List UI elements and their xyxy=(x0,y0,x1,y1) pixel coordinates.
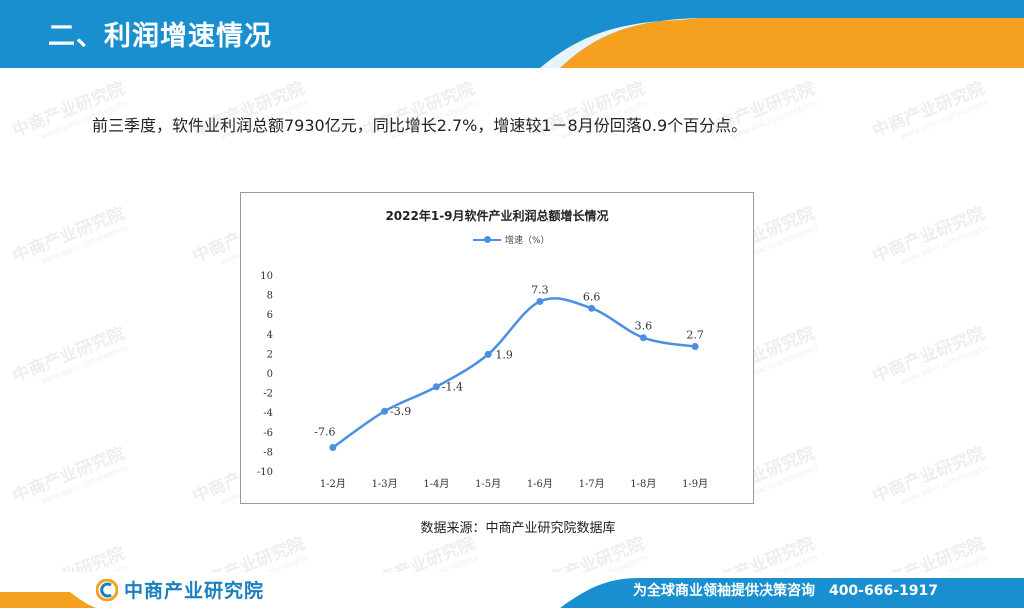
footer-logo: 中商产业研究院 xyxy=(96,576,264,603)
legend-label: 增速（%） xyxy=(505,236,550,246)
x-tick-label: 1-5月 xyxy=(475,478,501,490)
watermark-sub: www.askci.com/reports xyxy=(899,97,989,142)
watermark-sub: www.askci.com/reports xyxy=(39,342,129,387)
data-point xyxy=(432,383,440,391)
y-tick-label: 2 xyxy=(267,349,273,360)
x-tick-label: 1-8月 xyxy=(630,478,656,490)
x-tick-label: 1-4月 xyxy=(423,478,449,490)
y-tick-label: -6 xyxy=(263,428,273,439)
data-point xyxy=(639,334,647,342)
data-point xyxy=(329,443,337,451)
data-label: 1.9 xyxy=(495,348,513,361)
data-point xyxy=(484,350,492,358)
summary-text: 前三季度，软件业利润总额7930亿元，同比增长2.7%，增速较1－8月份回落0.… xyxy=(92,116,748,135)
watermark-text: 中商产业研究院 xyxy=(869,203,988,267)
x-tick-label: 1-7月 xyxy=(579,478,605,490)
watermark-sub: www.askci.com/reports xyxy=(899,342,989,387)
chart-title: 2022年1-9月软件产业利润总额增长情况 xyxy=(385,209,609,223)
watermark-text: 中商产业研究院 xyxy=(9,443,128,507)
x-tick-label: 1-6月 xyxy=(527,478,553,490)
watermark-text: 中商产业研究院 xyxy=(869,78,988,142)
source-note: 数据来源：中商产业研究院数据库 xyxy=(420,521,616,536)
footer-slogan: 为全球商业领袖提供决策咨询 400-666-1917 xyxy=(632,583,938,599)
data-label: -7.6 xyxy=(314,425,335,438)
legend-swatch xyxy=(473,235,501,243)
watermark-text: 中商产业研究院 xyxy=(869,323,988,387)
y-tick-label: -4 xyxy=(263,408,273,419)
header-banner: 二、利润增速情况 xyxy=(0,0,1024,68)
series-line xyxy=(332,297,696,449)
watermark-text: 中商产业研究院 xyxy=(869,443,988,507)
data-point xyxy=(536,297,544,305)
data-point xyxy=(381,407,389,415)
y-tick-label: 0 xyxy=(267,369,273,380)
footer-shape xyxy=(0,572,1024,608)
y-tick-label: -8 xyxy=(263,447,273,458)
data-label: 6.6 xyxy=(583,290,601,303)
watermark-sub: www.askci.com/reports xyxy=(39,222,129,267)
logo-text: 中商产业研究院 xyxy=(124,580,265,602)
data-label: 2.7 xyxy=(686,329,704,342)
data-point xyxy=(691,343,699,351)
watermark-sub: www.askci.com/reports xyxy=(899,462,989,507)
watermark-text: 中商产业研究院 xyxy=(9,323,128,387)
chart-legend: 增速（%） xyxy=(473,233,550,246)
y-tick-label: 4 xyxy=(267,330,273,341)
watermark-sub: www.askci.com/reports xyxy=(899,222,989,267)
watermark-text: 中商产业研究院 xyxy=(9,203,128,267)
chart-frame: 2022年1-9月软件产业利润总额增长情况 增速（%） 10 8 6 4 2 0 -2 -4 -… xyxy=(240,192,754,504)
x-tick-label: 1-9月 xyxy=(682,478,708,490)
circle-c-icon xyxy=(96,578,118,601)
y-tick-label: -10 xyxy=(257,467,273,478)
data-label: 7.3 xyxy=(531,283,549,296)
data-label: -1.4 xyxy=(442,381,463,394)
y-tick-label: 8 xyxy=(267,291,273,302)
x-tick-label: 1-3月 xyxy=(372,478,398,490)
data-label: 3.6 xyxy=(635,320,653,333)
footer-bar xyxy=(0,572,1024,608)
line-chart: 10 8 6 4 2 0 -2 -4 -6 -8 -10 1-2月 1-3月 1-4月 1-5月 1-6月 1-… xyxy=(257,271,708,490)
y-tick-label: -2 xyxy=(263,389,273,400)
data-label: -3.9 xyxy=(390,405,411,418)
header-shape xyxy=(0,0,1024,68)
y-tick-label: 10 xyxy=(260,271,273,282)
x-tick-label: 1-2月 xyxy=(320,478,346,490)
watermark-sub: www.askci.com/reports xyxy=(39,462,129,507)
data-point xyxy=(588,304,596,312)
section-title: 二、利润增速情况 xyxy=(48,21,272,52)
y-tick-label: 6 xyxy=(267,310,273,321)
